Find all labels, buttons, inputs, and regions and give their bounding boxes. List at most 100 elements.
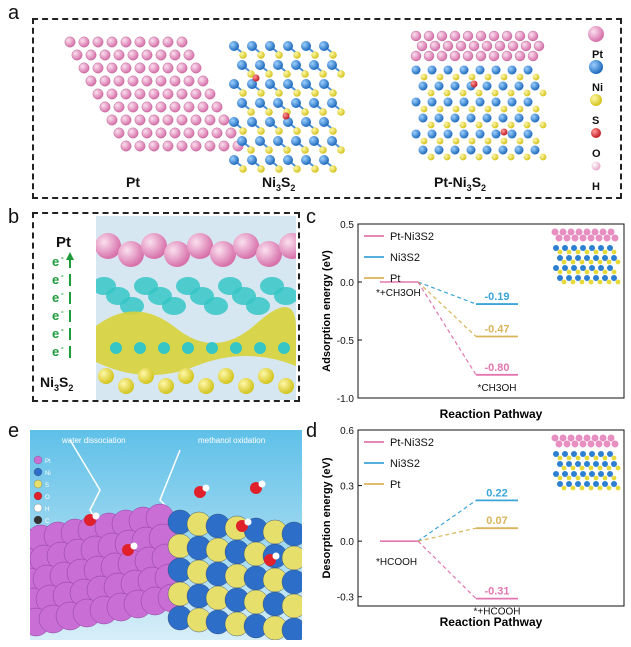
inset-s-atom bbox=[566, 455, 572, 461]
pt-atom bbox=[436, 50, 448, 62]
pt-atom bbox=[527, 50, 539, 62]
inset-ni-atom bbox=[611, 275, 617, 281]
s-atom bbox=[452, 105, 460, 113]
ni-atom bbox=[283, 155, 293, 165]
panel-b-frame bbox=[32, 212, 300, 402]
s-atom bbox=[239, 127, 247, 135]
pt-atom bbox=[120, 62, 132, 74]
inset-pt-atom bbox=[575, 228, 583, 236]
pt-atom bbox=[92, 36, 104, 48]
pt-atom bbox=[169, 127, 181, 139]
pt-atom bbox=[162, 62, 174, 74]
ni-atom bbox=[255, 60, 265, 70]
inset-s-atom bbox=[602, 269, 608, 275]
electron-charge-label: - bbox=[61, 307, 64, 316]
pt-atom bbox=[78, 36, 90, 48]
pt-atom bbox=[501, 50, 513, 62]
ni-region bbox=[182, 342, 194, 354]
s-atom bbox=[293, 165, 301, 173]
caption-methanol-oxidation: methanol oxidation bbox=[198, 436, 266, 445]
panel-a-frame bbox=[32, 18, 622, 199]
pt-atom bbox=[127, 49, 139, 61]
inset-s-atom bbox=[588, 485, 594, 491]
inset-s-atom bbox=[566, 249, 572, 255]
inset-ni-atom bbox=[593, 481, 599, 487]
inset-pt-atom bbox=[559, 434, 567, 442]
ni-atom bbox=[418, 145, 428, 155]
inset-s-atom bbox=[570, 485, 576, 491]
s-atom bbox=[427, 121, 435, 129]
inset-pt-atom bbox=[555, 234, 563, 242]
s-atom bbox=[138, 368, 154, 384]
s-atom bbox=[218, 368, 234, 384]
pt-atom bbox=[256, 241, 282, 267]
ni-atom bbox=[247, 79, 257, 89]
inset-s-atom bbox=[615, 485, 621, 491]
s-atom bbox=[311, 165, 319, 173]
inset-s-atom bbox=[584, 455, 590, 461]
pt-atom bbox=[183, 101, 195, 113]
electron-transfer-arrows: e -e -e -e -e -e - bbox=[52, 252, 74, 359]
inset-s-atom bbox=[615, 279, 621, 285]
s-atom bbox=[283, 70, 291, 78]
pt-atom bbox=[183, 75, 195, 87]
inset-s-atom bbox=[593, 249, 599, 255]
y-tick-label: -1.0 bbox=[337, 394, 355, 405]
caption-water-dissociation: water dissociation bbox=[62, 436, 126, 445]
scene-legend-ni-icon bbox=[33, 467, 43, 477]
pt-atom bbox=[190, 140, 202, 152]
x-axis-label: Reaction Pathway bbox=[440, 615, 543, 629]
inset-s-atom bbox=[588, 279, 594, 285]
electron-label: e bbox=[52, 254, 59, 269]
inset-ni-atom bbox=[566, 461, 572, 467]
s-atom bbox=[459, 153, 467, 161]
pt-atom bbox=[488, 30, 500, 42]
legend-atom-ni-icon bbox=[589, 60, 603, 74]
legend-label: Pt-Ni3S2 bbox=[390, 437, 434, 449]
inset-pt-atom bbox=[563, 234, 571, 242]
inset-pt-atom bbox=[591, 434, 599, 442]
inset-s-atom bbox=[602, 249, 608, 255]
final-state-label: *CH3OH bbox=[478, 383, 517, 394]
value-label: -0.19 bbox=[484, 291, 509, 303]
s-atom bbox=[239, 89, 247, 97]
inset-pt-atom bbox=[583, 228, 591, 236]
inset-s-atom bbox=[575, 249, 581, 255]
inset-s-atom bbox=[557, 475, 563, 481]
pt-atom bbox=[134, 140, 146, 152]
connector-pt-ni3s2 bbox=[417, 540, 477, 600]
inset-pt-atom bbox=[571, 440, 579, 448]
inset-pt-atom bbox=[567, 434, 575, 442]
electron-charge-label: - bbox=[61, 289, 64, 298]
inset-ni-atom bbox=[553, 265, 559, 271]
pt-atom bbox=[99, 75, 111, 87]
ni-atom bbox=[247, 41, 257, 51]
inset-ni-atom bbox=[611, 481, 617, 487]
inset-pt-atom bbox=[587, 440, 595, 448]
pt-atom bbox=[85, 49, 97, 61]
inset-ni-atom bbox=[571, 245, 577, 251]
ni-atom bbox=[237, 98, 247, 108]
ni-atom bbox=[427, 97, 437, 107]
inset-s-atom bbox=[575, 269, 581, 275]
pt-atom bbox=[106, 114, 118, 126]
inset-ni-atom bbox=[593, 275, 599, 281]
plot-frame bbox=[357, 223, 625, 399]
pt-atom bbox=[106, 88, 118, 100]
ni-atom bbox=[498, 145, 508, 155]
inset-s-atom bbox=[570, 259, 576, 265]
value-label: 0.22 bbox=[486, 487, 507, 499]
s-atom bbox=[293, 127, 301, 135]
ni3s2-surface-atom bbox=[281, 617, 302, 640]
inset-s-atom bbox=[570, 465, 576, 471]
inset-ni-atom bbox=[557, 255, 563, 261]
inset-s-atom bbox=[575, 475, 581, 481]
pt-atom bbox=[190, 62, 202, 74]
inset-s-atom bbox=[611, 269, 617, 275]
scene-legend-pt-icon bbox=[33, 455, 43, 465]
ni-atom bbox=[265, 117, 275, 127]
ni-atom bbox=[418, 113, 428, 123]
pt-atom bbox=[204, 114, 216, 126]
pt-atom bbox=[197, 75, 209, 87]
